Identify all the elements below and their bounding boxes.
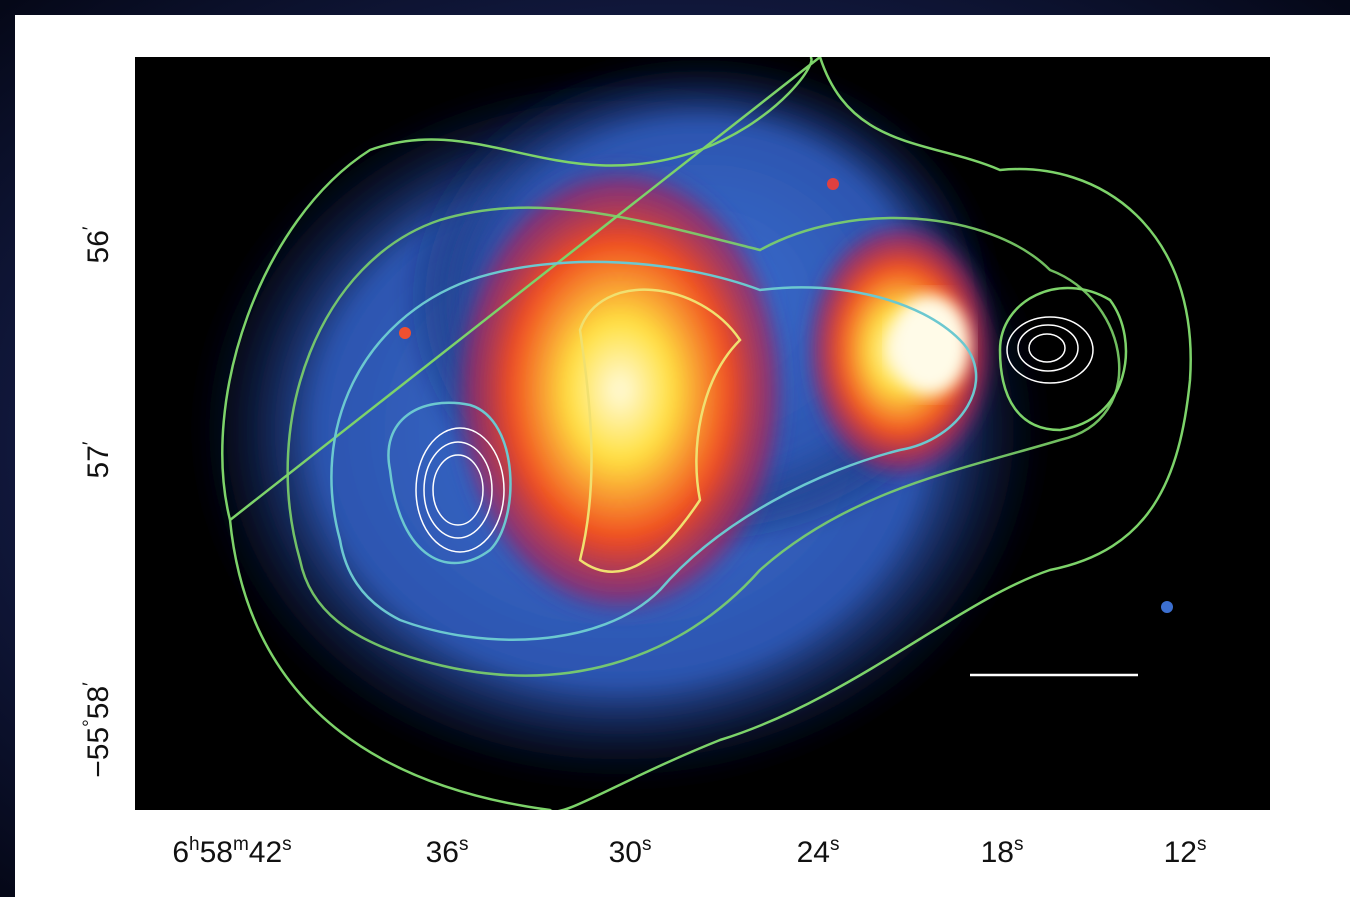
label-part: 56 [82, 230, 115, 263]
label-part: 58 [200, 836, 233, 869]
y-axis-label: 57′ [80, 441, 115, 478]
label-part: 12 [1164, 836, 1197, 869]
label-sup: s [830, 834, 840, 855]
figure: 6h58m42s36s30s24s18s12s56′57′−55°58′ [0, 0, 1350, 897]
y-axis-label: 56′ [80, 226, 115, 263]
page: 6h58m42s36s30s24s18s12s56′57′−55°58′ (()… [0, 0, 1350, 897]
y-axis-label: −55°58′ [80, 682, 115, 778]
label-part: 57 [82, 445, 115, 478]
label-sup: s [459, 834, 469, 855]
label-sup: ′ [80, 226, 101, 230]
label-part: 58 [82, 686, 115, 719]
label-sup: ° [80, 719, 101, 727]
label-sup: s [642, 834, 652, 855]
label-sup: m [233, 834, 249, 855]
label-part: −55 [82, 727, 115, 778]
label-sup: ′ [80, 441, 101, 445]
label-part: 24 [797, 836, 830, 869]
label-part: 30 [609, 836, 642, 869]
label-sup: s [282, 834, 292, 855]
label-sup: s [1197, 834, 1207, 855]
label-sup: s [1014, 834, 1024, 855]
label-part: 36 [426, 836, 459, 869]
label-part: 42 [249, 836, 282, 869]
label-part: 18 [981, 836, 1014, 869]
label-part: 6 [172, 836, 189, 869]
label-sup: h [189, 834, 200, 855]
label-sup: ′ [80, 682, 101, 686]
